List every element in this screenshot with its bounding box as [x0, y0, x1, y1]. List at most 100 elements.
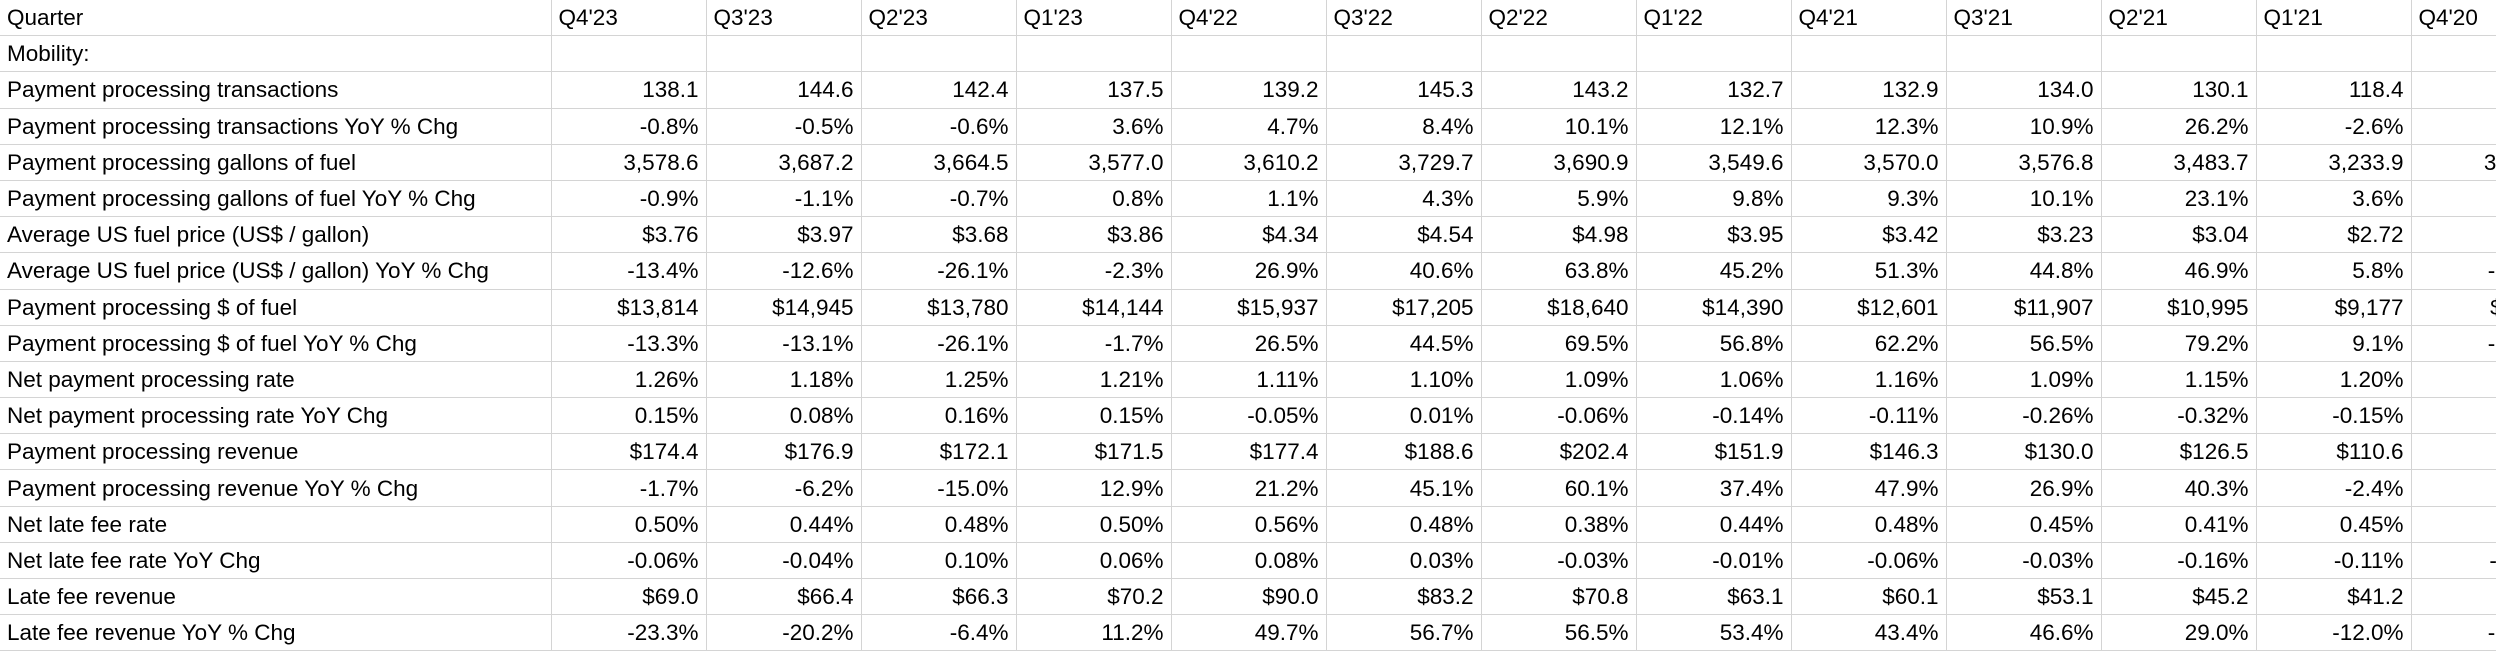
empty-cell[interactable] — [1791, 35, 1947, 73]
value-cell[interactable]: $3.42 — [1791, 216, 1947, 254]
value-cell[interactable]: 1.09% — [1481, 361, 1637, 399]
value-cell[interactable]: 40.3% — [2101, 469, 2257, 507]
value-cell[interactable]: 63.8% — [1481, 252, 1637, 290]
value-cell[interactable]: $45.2 — [2101, 578, 2257, 616]
row-label-cell[interactable]: Late fee revenue YoY % Chg — [0, 614, 552, 652]
value-cell[interactable]: $63.1 — [1636, 578, 1792, 616]
empty-cell[interactable] — [2411, 35, 2496, 73]
empty-cell[interactable] — [1481, 35, 1637, 73]
value-cell[interactable]: $69.0 — [551, 578, 707, 616]
empty-cell[interactable] — [861, 35, 1017, 73]
value-cell[interactable]: $3.86 — [1016, 216, 1172, 254]
value-cell[interactable]: -1.1% — [706, 180, 862, 218]
value-cell[interactable]: 1.26% — [551, 361, 707, 399]
value-cell[interactable]: 10.1% — [1946, 180, 2102, 218]
value-cell[interactable]: -32.0% — [2411, 614, 2496, 652]
value-cell[interactable]: $66.4 — [706, 578, 862, 616]
value-cell[interactable]: 3,729.7 — [1326, 144, 1482, 181]
value-cell[interactable]: -12.6% — [706, 252, 862, 290]
value-cell[interactable]: -0.11% — [2256, 542, 2412, 580]
value-cell[interactable]: $3.97 — [706, 216, 862, 254]
empty-cell[interactable] — [2101, 35, 2257, 73]
value-cell[interactable]: 143.2 — [1481, 71, 1637, 109]
value-cell[interactable]: $14,945 — [706, 289, 862, 326]
value-cell[interactable]: 8.4% — [1326, 108, 1482, 145]
value-cell[interactable]: 0.8% — [1016, 180, 1172, 218]
value-cell[interactable]: -2.6% — [2256, 108, 2412, 145]
row-label-cell[interactable]: Late fee revenue — [0, 578, 552, 616]
value-cell[interactable]: 118.4 — [2256, 71, 2412, 109]
value-cell[interactable]: 1.5% — [2411, 180, 2496, 218]
value-cell[interactable]: -0.11% — [1791, 397, 1947, 435]
value-cell[interactable]: $3.95 — [1636, 216, 1792, 254]
value-cell[interactable]: $13,780 — [861, 289, 1017, 326]
value-cell[interactable]: -0.06% — [551, 542, 707, 580]
value-cell[interactable]: 3,578.6 — [551, 144, 707, 181]
value-cell[interactable]: 3,610.2 — [1171, 144, 1327, 181]
value-cell[interactable]: 3.6% — [1016, 108, 1172, 145]
value-cell[interactable]: -0.06% — [1481, 397, 1637, 435]
value-cell[interactable]: 132.7 — [1636, 71, 1792, 109]
value-cell[interactable]: -4.7% — [2411, 469, 2496, 507]
value-cell[interactable]: $4.98 — [1481, 216, 1637, 254]
row-label-cell[interactable]: Net late fee rate — [0, 506, 552, 543]
value-cell[interactable]: 0.45% — [1946, 506, 2102, 543]
value-cell[interactable]: $70.8 — [1481, 578, 1637, 616]
value-cell[interactable]: 53.4% — [1636, 614, 1792, 652]
value-cell[interactable]: -20.2% — [706, 614, 862, 652]
quarter-header-cell[interactable]: Q1'23 — [1016, 0, 1172, 37]
value-cell[interactable]: -23.3% — [551, 614, 707, 652]
value-cell[interactable]: -0.5% — [706, 108, 862, 145]
section-label-cell[interactable]: Mobility: — [0, 35, 552, 73]
value-cell[interactable]: $70.2 — [1016, 578, 1172, 616]
row-label-cell[interactable]: Net payment processing rate — [0, 361, 552, 399]
value-cell[interactable]: -0.03% — [1946, 542, 2102, 580]
value-cell[interactable]: 1.27% — [2411, 361, 2496, 399]
value-cell[interactable]: $99.0 — [2411, 433, 2496, 471]
quarter-header-cell[interactable]: Q2'23 — [861, 0, 1017, 37]
value-cell[interactable]: 1.20% — [2256, 361, 2412, 399]
value-cell[interactable]: 21.2% — [1171, 469, 1327, 507]
value-cell[interactable]: -12.0% — [2256, 614, 2412, 652]
value-cell[interactable]: 0.48% — [1326, 506, 1482, 543]
empty-cell[interactable] — [1326, 35, 1482, 73]
value-cell[interactable]: 142.4 — [861, 71, 1017, 109]
value-cell[interactable]: 3,265.9 — [2411, 144, 2496, 181]
value-cell[interactable]: 1.11% — [1171, 361, 1327, 399]
row-label-cell[interactable]: Payment processing gallons of fuel YoY %… — [0, 180, 552, 218]
value-cell[interactable]: $17,205 — [1326, 289, 1482, 326]
value-cell[interactable]: -0.9% — [551, 180, 707, 218]
value-cell[interactable]: 3,549.6 — [1636, 144, 1792, 181]
value-cell[interactable]: 0.06% — [1016, 542, 1172, 580]
value-cell[interactable]: 10.9% — [1946, 108, 2102, 145]
value-cell[interactable]: $10,995 — [2101, 289, 2257, 326]
value-cell[interactable]: 132.9 — [1791, 71, 1947, 109]
value-cell[interactable]: 3,233.9 — [2256, 144, 2412, 181]
value-cell[interactable]: $172.1 — [861, 433, 1017, 471]
value-cell[interactable]: 0.41% — [2101, 506, 2257, 543]
value-cell[interactable]: $7,768 — [2411, 289, 2496, 326]
value-cell[interactable]: 4.3% — [1326, 180, 1482, 218]
value-cell[interactable]: -0.15% — [2256, 397, 2412, 435]
value-cell[interactable]: -13.4% — [551, 252, 707, 290]
value-cell[interactable]: 26.2% — [2101, 108, 2257, 145]
value-cell[interactable]: $15,937 — [1171, 289, 1327, 326]
value-cell[interactable]: 79.2% — [2101, 325, 2257, 362]
value-cell[interactable]: $60.1 — [1791, 578, 1947, 616]
value-cell[interactable]: -0.14% — [1636, 397, 1792, 435]
value-cell[interactable]: 0.15% — [1016, 397, 1172, 435]
value-cell[interactable]: 56.5% — [1481, 614, 1637, 652]
value-cell[interactable]: $176.9 — [706, 433, 862, 471]
value-cell[interactable]: 3,576.8 — [1946, 144, 2102, 181]
value-cell[interactable]: 26.9% — [1946, 469, 2102, 507]
value-cell[interactable]: $3.04 — [2101, 216, 2257, 254]
quarter-header-cell[interactable]: Q4'22 — [1171, 0, 1327, 37]
value-cell[interactable]: 45.2% — [1636, 252, 1792, 290]
value-cell[interactable]: $151.9 — [1636, 433, 1792, 471]
value-cell[interactable]: $11,907 — [1946, 289, 2102, 326]
value-cell[interactable]: $90.0 — [1171, 578, 1327, 616]
value-cell[interactable]: 0.45% — [2256, 506, 2412, 543]
quarter-header-cell[interactable]: Q1'22 — [1636, 0, 1792, 37]
value-cell[interactable]: 145.3 — [1326, 71, 1482, 109]
value-cell[interactable]: 1.09% — [1946, 361, 2102, 399]
